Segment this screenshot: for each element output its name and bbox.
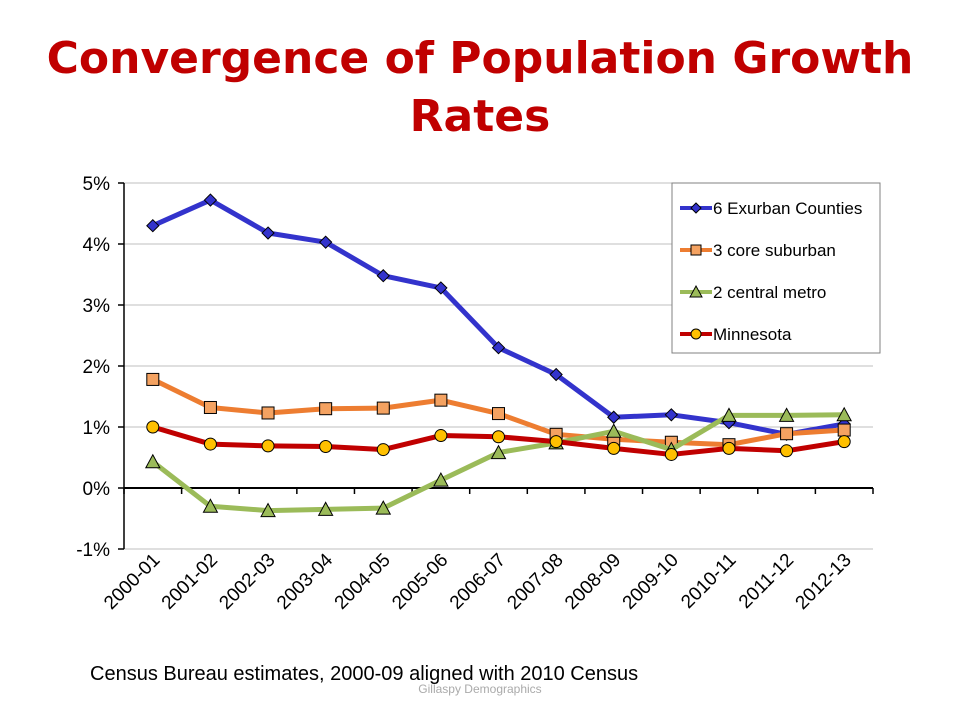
legend-marker [690,328,702,340]
legend-marker [689,284,703,298]
data-point [549,367,563,382]
data-point [434,429,448,443]
data-point [376,443,390,457]
legend-entry: 3 core suburban [680,241,836,260]
data-point [492,430,505,444]
x-tick-label: 2008-09 [561,550,625,614]
data-point [318,235,333,249]
x-tick-label: 2005-06 [388,550,452,614]
legend-entry: 6 Exurban Counties [680,199,862,218]
watermark: Gillaspy Demographics [418,682,542,696]
data-point [778,407,795,422]
data-point [203,193,218,207]
legend-box [671,182,881,354]
data-point [319,402,333,416]
y-tick-label: 0% [83,479,111,500]
data-point [376,401,390,415]
data-point [317,501,334,516]
data-point [144,453,161,469]
data-point [780,427,794,441]
x-tick-label: 2010-11 [677,550,740,613]
x-tick-label: 2002-03 [215,550,279,614]
data-point [837,435,851,449]
data-point [433,472,449,487]
x-tick-label: 2007-08 [503,550,567,614]
chart-title-line2: Rates [409,91,551,142]
data-point [549,435,563,449]
legend-marker [690,202,702,214]
chart-title-line1: Convergence of Population Growth [46,33,914,84]
x-tick-label: 2004-05 [331,550,395,614]
legend-label: Minnesota [713,325,792,344]
data-point [319,440,333,454]
data-point [664,447,678,461]
data-point [607,441,621,455]
series-3 [146,420,851,461]
y-tick-label: 4% [83,235,111,256]
legend-marker [690,244,702,256]
legend-label: 3 core suburban [713,241,836,260]
data-point [837,423,851,437]
series-line [151,412,845,514]
data-point [260,502,276,518]
data-point [605,423,622,438]
legend: 6 Exurban Counties 3 core suburban 2 centr… [671,182,881,354]
y-tick-label: 5% [83,174,111,195]
x-tick-label: 2011-12 [735,550,798,613]
y-tick-label: 1% [83,418,111,439]
x-tick-label: 2006-07 [446,550,510,614]
data-point [780,444,794,458]
y-tick-label: 3% [83,296,111,317]
legend-entry: 2 central metro [680,283,826,302]
data-point [202,498,219,513]
data-point [434,393,448,407]
data-point [375,500,392,515]
data-point [434,281,448,295]
chart-title: Convergence of Population Growth Rates [0,30,960,146]
data-point [490,444,507,460]
x-tick-label: 2001-02 [158,550,222,614]
legend-label: 6 Exurban Counties [713,199,862,218]
legend-label: 2 central metro [713,283,826,302]
data-point [492,407,505,421]
data-point [722,441,736,455]
data-point [664,408,679,422]
data-point [146,372,160,386]
data-point [376,269,390,283]
x-tick-label: 2003-04 [273,549,337,613]
data-point [146,420,160,434]
data-point [261,439,275,453]
source-note: Census Bureau estimates, 2000-09 aligned… [90,663,639,685]
y-tick-label: -1% [76,540,110,561]
data-point [146,218,160,233]
x-tick-label: 2012-13 [792,550,856,614]
data-point [836,406,853,422]
y-tick-label: 2% [83,357,111,378]
legend-entry: Minnesota [680,325,792,344]
data-point [721,407,737,422]
series-group [144,193,853,518]
data-point [261,406,275,420]
data-point [203,400,217,414]
data-point [203,437,217,451]
data-point [261,226,275,240]
x-tick-label: 2009-10 [619,550,683,614]
data-point [491,340,506,355]
